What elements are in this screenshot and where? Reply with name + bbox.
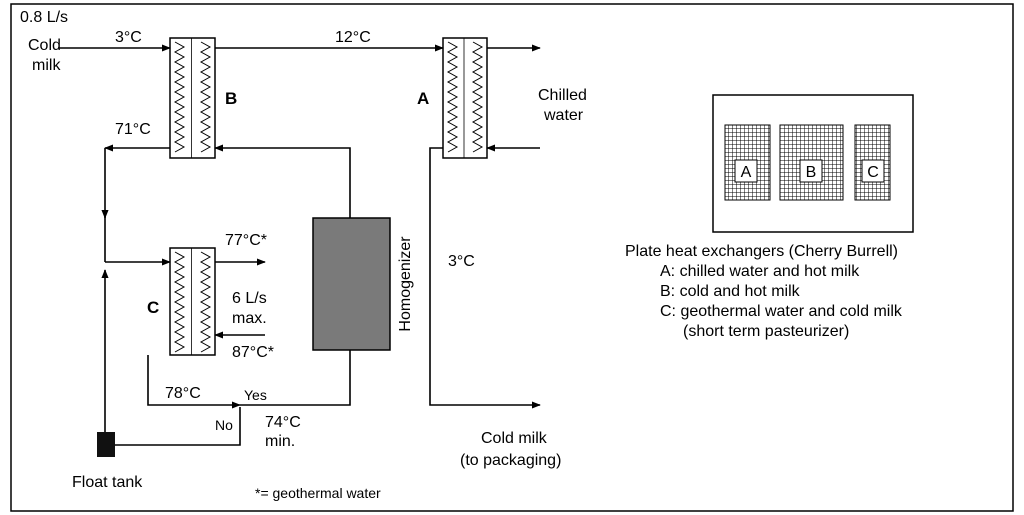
exchanger-label: A	[417, 89, 429, 108]
plate-zigzag	[173, 251, 186, 353]
plate-zigzag	[471, 41, 484, 153]
homogenizer-label: Homogenizer	[397, 236, 414, 332]
plate-zigzag	[199, 251, 212, 353]
frame	[10, 3, 1014, 512]
footnote: *= geothermal water	[255, 485, 381, 501]
pipe	[147, 355, 241, 409]
inlet-label: Cold	[28, 37, 61, 54]
temp-label: 77°C*	[225, 232, 267, 249]
flow-label: max.	[232, 310, 267, 327]
float-tank	[97, 432, 115, 457]
plate-zigzag	[173, 41, 186, 153]
exchanger-label: C	[147, 298, 159, 317]
flow-label: 6 L/s	[232, 290, 267, 307]
legend-item: A: chilled water and hot milk	[660, 263, 860, 280]
valve-label: No	[215, 417, 233, 433]
pipe	[429, 147, 541, 409]
pipe	[240, 350, 351, 406]
legend-plate-tag	[861, 159, 885, 183]
legend-plate-tag	[799, 159, 823, 183]
legend-plate-label: A	[741, 164, 752, 181]
stream-label: Chilled	[538, 87, 587, 104]
legend-item: C: geothermal water and cold milk	[660, 303, 903, 320]
homogenizer-box	[312, 217, 391, 351]
temp-label: 3°C	[448, 253, 475, 270]
float-tank-label: Float tank	[72, 474, 143, 491]
plate-zigzag	[446, 41, 459, 153]
exchanger-label: B	[225, 89, 237, 108]
legend-title: Plate heat exchangers (Cherry Burrell)	[625, 243, 898, 260]
temp-label: 74°C	[265, 414, 301, 431]
legend-item: B: cold and hot milk	[660, 283, 801, 300]
flow-label: 0.8 L/s	[20, 9, 68, 26]
temp-label: 3°C	[115, 29, 142, 46]
valve-label: Yes	[244, 387, 267, 403]
plate-zigzag	[199, 41, 212, 153]
temp-label: 78°C	[165, 385, 201, 402]
temp-label: min.	[265, 433, 295, 450]
outlet-label: (to packaging)	[460, 452, 561, 469]
pipe	[115, 407, 241, 446]
pipe	[214, 144, 351, 218]
stream-label: water	[543, 107, 584, 124]
outlet-label: Cold milk	[481, 430, 548, 447]
temp-label: 71°C	[115, 121, 151, 138]
legend-plate-label: B	[806, 164, 817, 181]
temp-label: 12°C	[335, 29, 371, 46]
legend-plate-tag	[734, 159, 758, 183]
inlet-label: milk	[32, 57, 61, 74]
temp-label: 87°C*	[232, 344, 274, 361]
pipes	[58, 44, 541, 446]
legend-item: (short term pasteurizer)	[683, 323, 849, 340]
legend-plate-label: C	[867, 164, 879, 181]
